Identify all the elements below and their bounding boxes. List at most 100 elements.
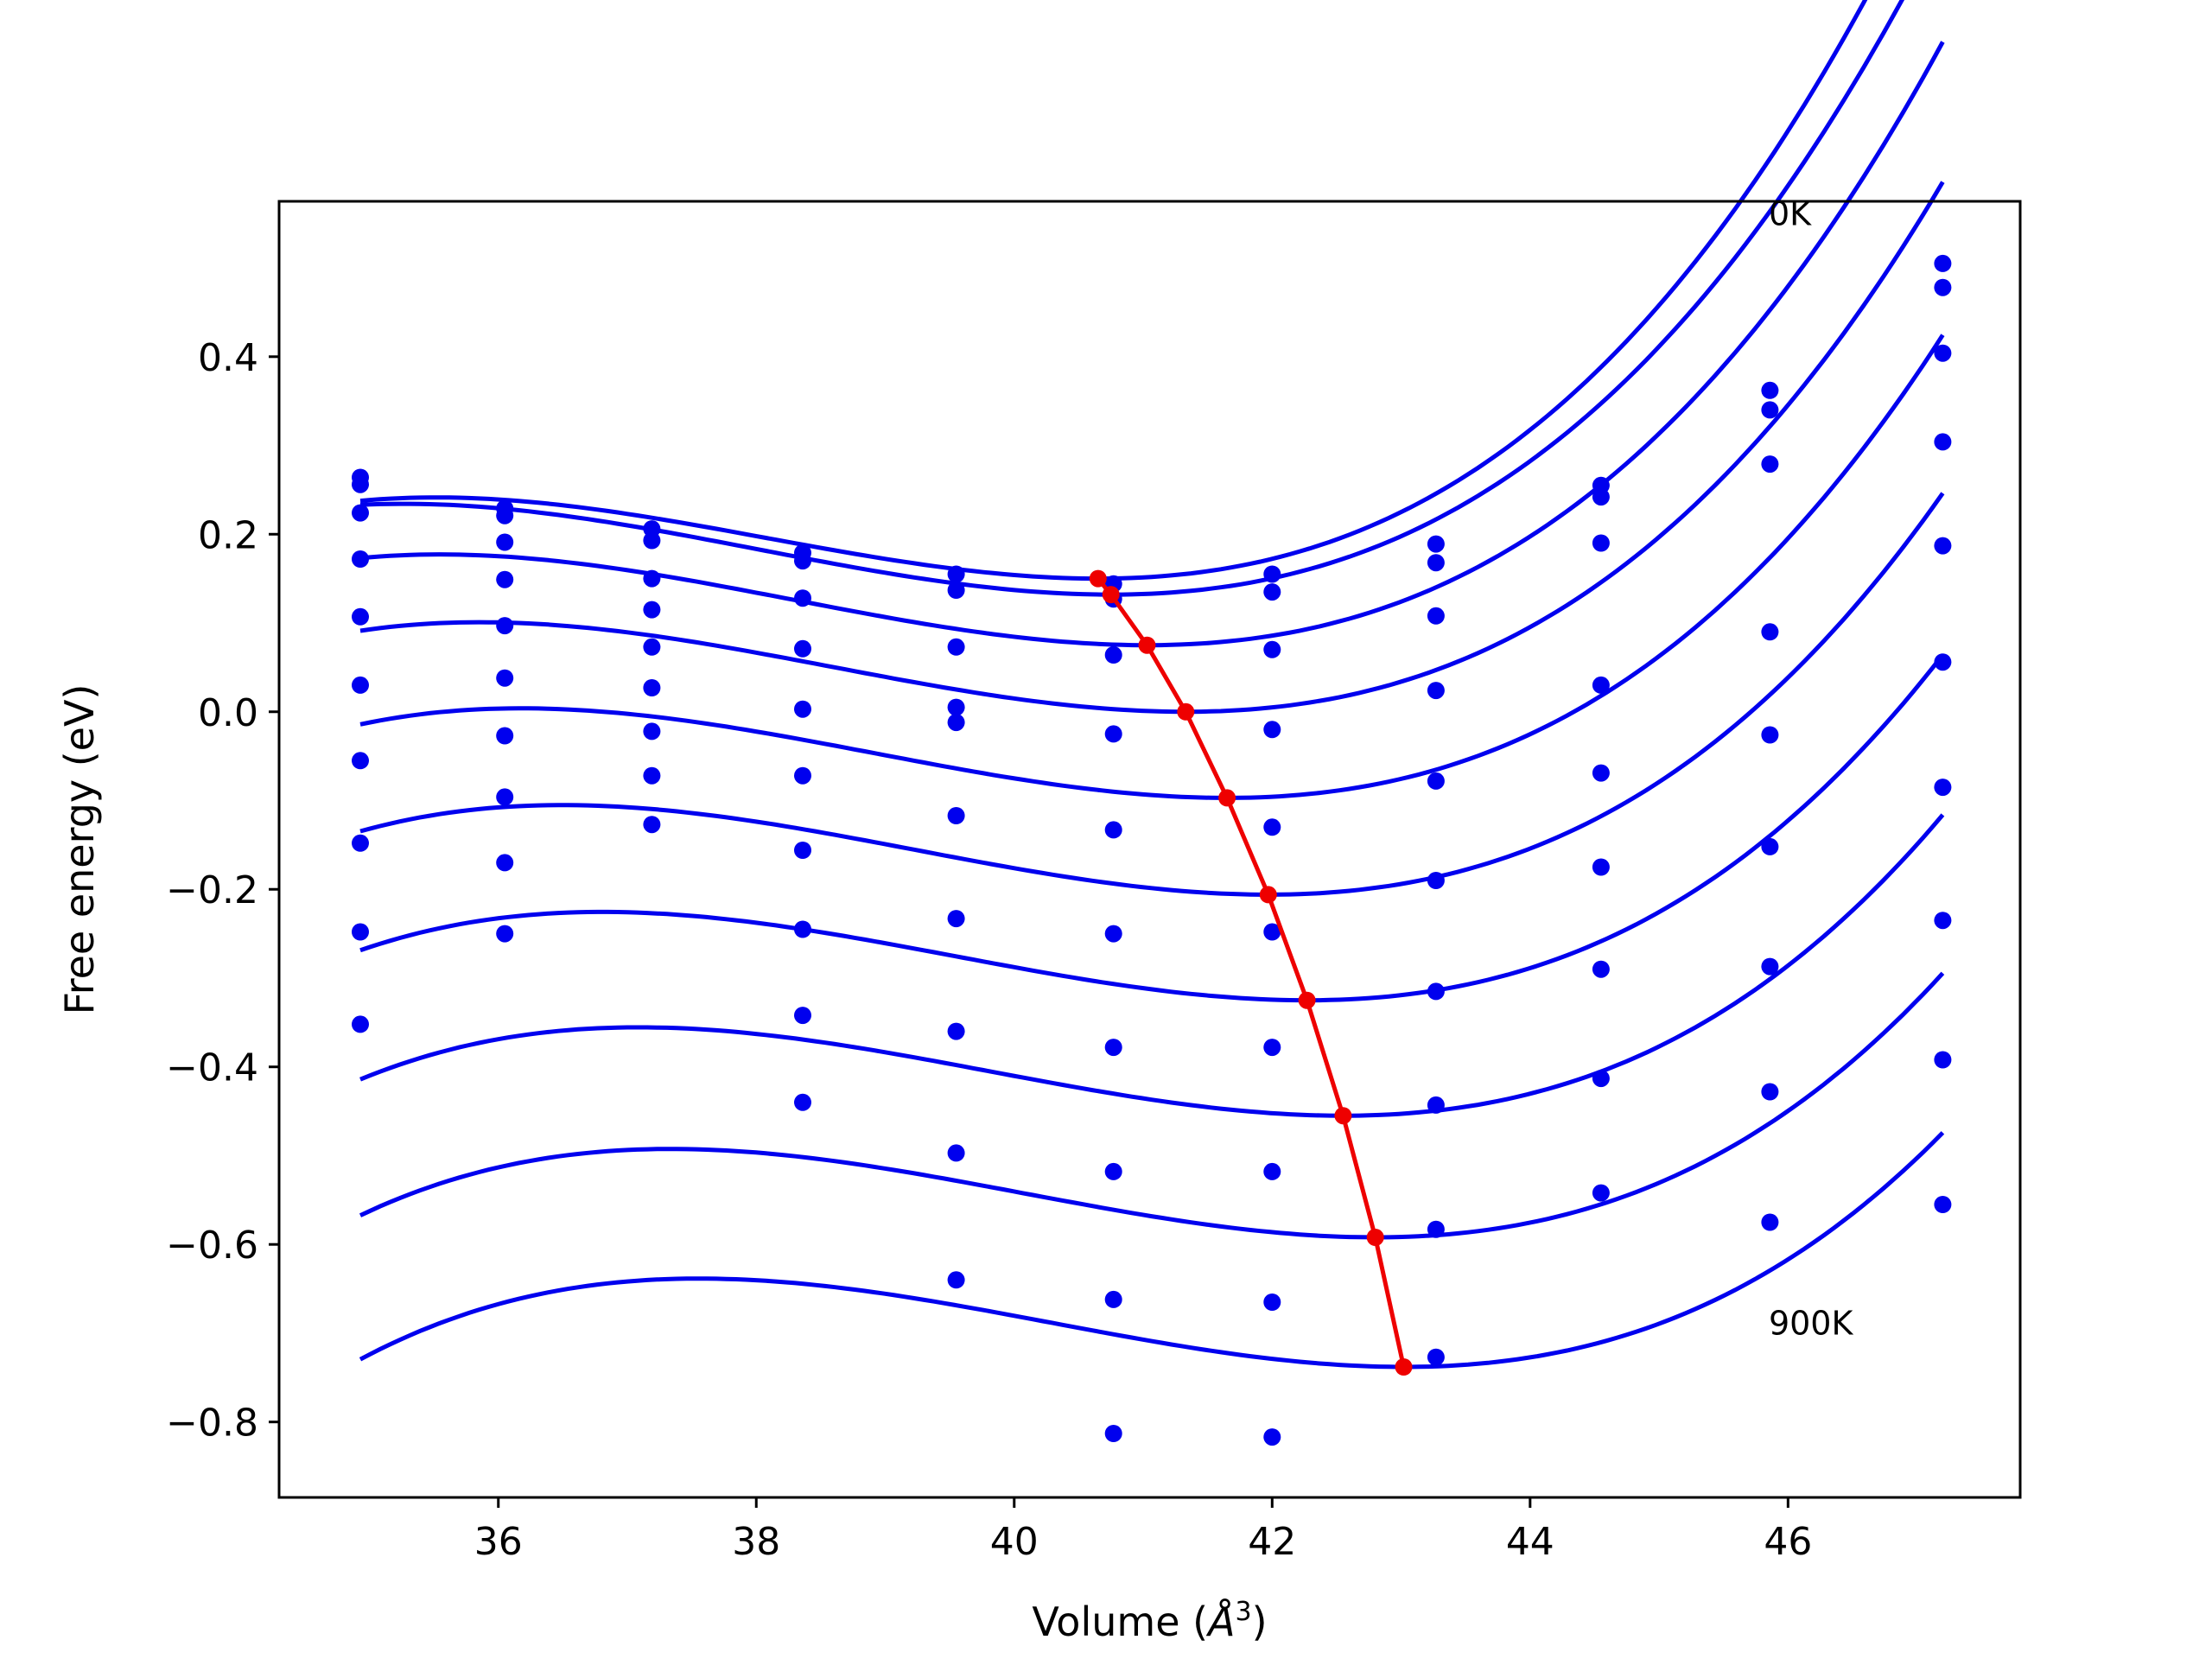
minimum-point: [1089, 569, 1107, 588]
data-point-200K: [1104, 646, 1122, 664]
data-point-100K: [1427, 554, 1445, 572]
data-point-700K: [1592, 1070, 1610, 1088]
minimum-point: [1395, 1358, 1413, 1376]
data-point-300K: [496, 570, 514, 588]
fit-curve-400K: [359, 334, 1945, 800]
y-tick-label: −0.2: [166, 868, 258, 912]
data-point-800K: [352, 923, 369, 941]
data-point-300K: [1263, 721, 1281, 739]
data-point-0K: [1427, 535, 1445, 553]
data-point-900K: [1934, 1196, 1952, 1213]
fit-curve-900K: [359, 1131, 1945, 1370]
data-point-300K: [1934, 433, 1952, 451]
y-tick-label: 0.0: [198, 691, 258, 735]
data-point-300K: [1427, 682, 1445, 700]
data-point-700K: [1263, 1162, 1281, 1180]
data-point-400K: [794, 700, 811, 718]
data-point-100K: [1934, 278, 1952, 296]
data-point-600K: [496, 727, 514, 745]
data-point-600K: [1427, 982, 1445, 1001]
data-point-700K: [1761, 1083, 1779, 1101]
data-point-500K: [643, 679, 661, 696]
x-tick-label: 38: [732, 1520, 780, 1564]
data-point-100K: [496, 506, 514, 524]
data-point-200K: [643, 569, 661, 588]
data-point-900K: [1427, 1348, 1445, 1366]
data-point-900K: [947, 1271, 965, 1289]
data-point-800K: [643, 816, 661, 834]
data-point-200K: [1427, 607, 1445, 625]
data-point-100K: [794, 552, 811, 570]
data-point-700K: [794, 920, 811, 938]
data-point-900K: [496, 925, 514, 943]
data-point-600K: [1592, 960, 1610, 978]
minimum-point: [1177, 702, 1195, 721]
data-point-700K: [1104, 1162, 1122, 1180]
fit-curve-500K: [359, 492, 1945, 897]
data-point-100K: [947, 582, 965, 599]
data-point-400K: [1761, 726, 1779, 744]
data-point-500K: [1761, 837, 1779, 855]
data-point-100K: [1592, 488, 1610, 506]
x-tick-label: 44: [1506, 1520, 1554, 1564]
data-point-900K: [1263, 1428, 1281, 1446]
data-point-600K: [1761, 957, 1779, 976]
data-point-800K: [794, 1007, 811, 1025]
y-axis-ticks: −0.8 −0.6 −0.4 −0.2 0.0 0.2 0.4: [166, 336, 279, 1446]
x-tick-label: 46: [1764, 1520, 1812, 1564]
data-point-300K: [794, 639, 811, 658]
data-point-500K: [496, 669, 514, 687]
x-tick-label: 36: [474, 1520, 523, 1564]
data-point-100K: [352, 475, 369, 493]
data-point-600K: [794, 842, 811, 859]
data-point-600K: [352, 752, 369, 770]
data-point-500K: [794, 766, 811, 785]
fit-curve-700K: [359, 813, 1945, 1118]
data-point-700K: [1427, 1096, 1445, 1114]
y-tick-label: 0.4: [198, 336, 258, 380]
data-point-400K: [1592, 764, 1610, 782]
fit-curve-300K: [359, 181, 1945, 715]
data-point-400K: [1934, 537, 1952, 555]
data-point-100K: [643, 531, 661, 550]
data-point-700K: [496, 788, 514, 806]
data-point-0K: [1934, 254, 1952, 272]
x-axis-ticks: 36 38 40 42 44 46: [474, 1497, 1812, 1564]
data-point-900K: [352, 1015, 369, 1033]
data-point-600K: [643, 722, 661, 741]
data-point-200K: [1592, 534, 1610, 552]
annotation-label: 900K: [1769, 1305, 1854, 1343]
data-point-300K: [947, 698, 965, 716]
data-point-800K: [496, 854, 514, 872]
data-point-400K: [643, 638, 661, 656]
data-point-700K: [352, 834, 369, 852]
plot-frame: [277, 200, 2022, 1499]
y-axis-label: Free energy (eV): [56, 684, 103, 1015]
data-point-500K: [1934, 653, 1952, 671]
fit-curve-800K: [359, 971, 1945, 1240]
x-axis-label: Volume (Å3): [1032, 1597, 1267, 1645]
data-point-300K: [1592, 676, 1610, 694]
data-point-300K: [643, 601, 661, 619]
data-point-600K: [1104, 1039, 1122, 1057]
y-tick-label: −0.6: [166, 1224, 258, 1268]
data-point-200K: [352, 504, 369, 522]
data-point-500K: [1427, 872, 1445, 889]
fit-curve-0K: [359, 0, 1868, 582]
y-tick-label: −0.4: [166, 1046, 258, 1090]
data-point-700K: [947, 1022, 965, 1040]
data-point-400K: [1104, 821, 1122, 839]
data-point-200K: [794, 589, 811, 607]
data-point-800K: [1761, 1213, 1779, 1231]
data-point-300K: [1761, 623, 1779, 641]
data-point-400K: [947, 714, 965, 732]
data-point-500K: [352, 676, 369, 694]
data-point-700K: [643, 766, 661, 785]
data-point-400K: [496, 617, 514, 635]
fitted-curves: [359, 0, 1945, 1370]
data-point-800K: [1427, 1220, 1445, 1238]
data-point-500K: [947, 807, 965, 824]
minimum-point: [1298, 991, 1316, 1009]
data-point-300K: [1104, 725, 1122, 743]
